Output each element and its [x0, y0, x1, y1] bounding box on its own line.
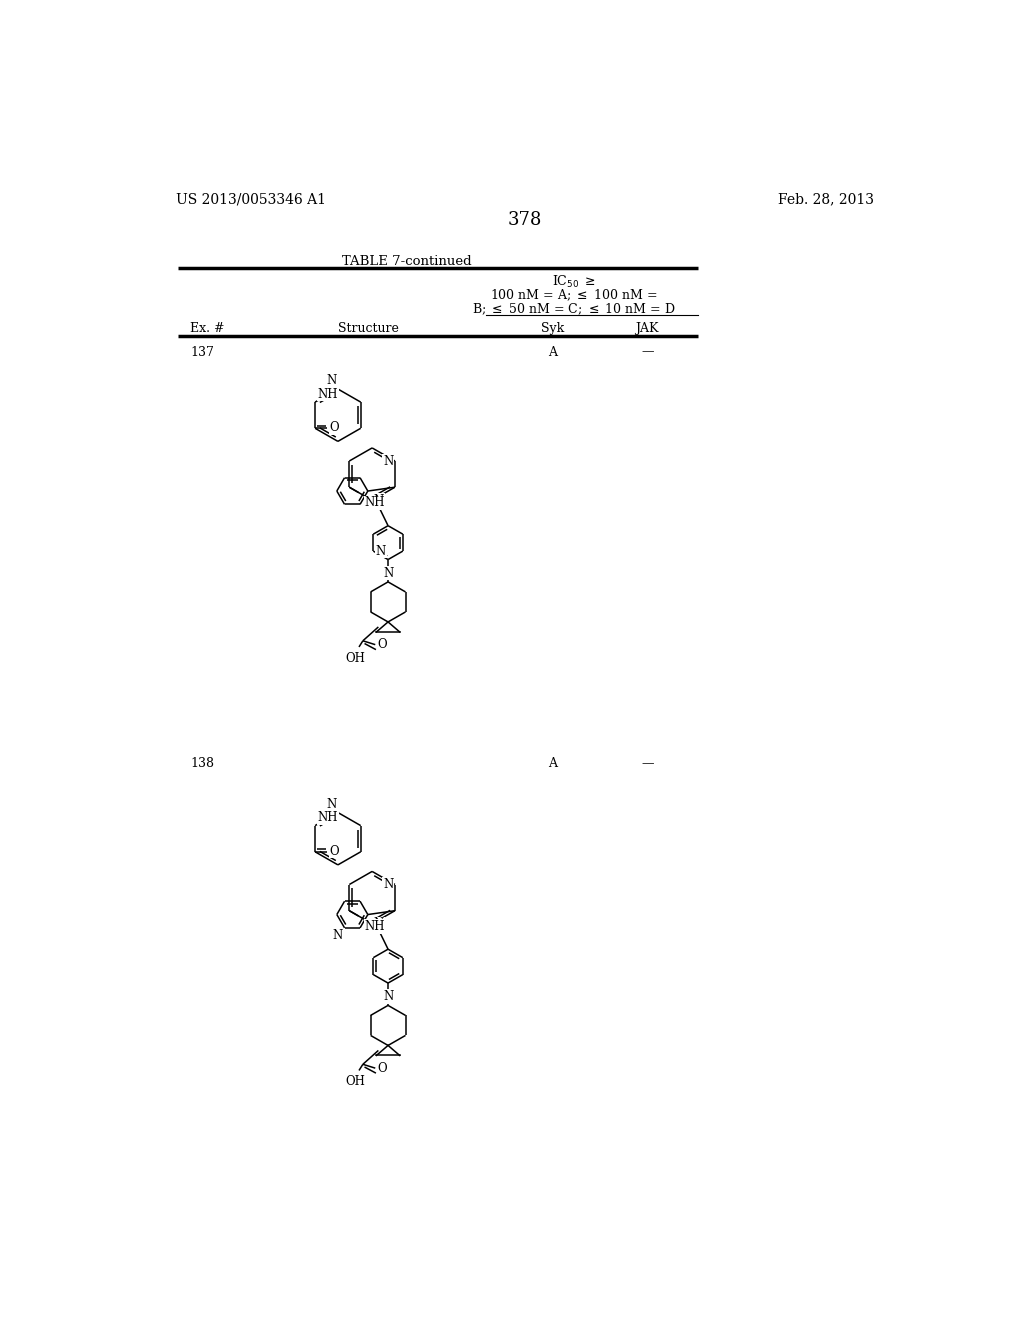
Text: US 2013/0053346 A1: US 2013/0053346 A1	[176, 193, 326, 206]
Text: TABLE 7-continued: TABLE 7-continued	[342, 255, 472, 268]
Text: NH: NH	[365, 496, 385, 510]
Text: NH: NH	[365, 920, 385, 933]
Text: O: O	[378, 638, 387, 651]
Text: O: O	[330, 421, 339, 434]
Text: N: N	[376, 545, 386, 557]
Text: Ex. #: Ex. #	[190, 322, 224, 335]
Text: O: O	[378, 1061, 387, 1074]
Text: Feb. 28, 2013: Feb. 28, 2013	[777, 193, 873, 206]
Text: N: N	[383, 990, 393, 1003]
Text: NH: NH	[317, 388, 338, 400]
Text: O: O	[330, 845, 339, 858]
Text: A: A	[548, 758, 557, 771]
Text: IC$_{50}$ $\geq$: IC$_{50}$ $\geq$	[552, 275, 595, 290]
Text: 137: 137	[190, 346, 214, 359]
Text: OH: OH	[345, 1074, 365, 1088]
Text: JAK: JAK	[636, 322, 659, 335]
Text: 138: 138	[190, 758, 214, 771]
Text: OH: OH	[345, 652, 365, 664]
Text: B; $\leq$ 50 nM = C; $\leq$ 10 nM = D: B; $\leq$ 50 nM = C; $\leq$ 10 nM = D	[472, 302, 676, 317]
Text: N: N	[332, 929, 342, 941]
Text: —: —	[641, 346, 653, 359]
Text: —: —	[641, 758, 653, 771]
Text: A: A	[548, 346, 557, 359]
Text: N: N	[383, 454, 393, 467]
Text: Syk: Syk	[541, 322, 564, 335]
Text: 378: 378	[508, 211, 542, 228]
Text: N: N	[383, 878, 393, 891]
Text: N: N	[383, 566, 393, 579]
Text: N: N	[326, 375, 336, 388]
Text: Structure: Structure	[338, 322, 398, 335]
Text: N: N	[374, 494, 384, 507]
Text: N: N	[374, 917, 384, 931]
Text: 100 nM = A; $\leq$ 100 nM =: 100 nM = A; $\leq$ 100 nM =	[489, 288, 657, 304]
Text: NH: NH	[317, 810, 338, 824]
Text: N: N	[326, 799, 336, 810]
